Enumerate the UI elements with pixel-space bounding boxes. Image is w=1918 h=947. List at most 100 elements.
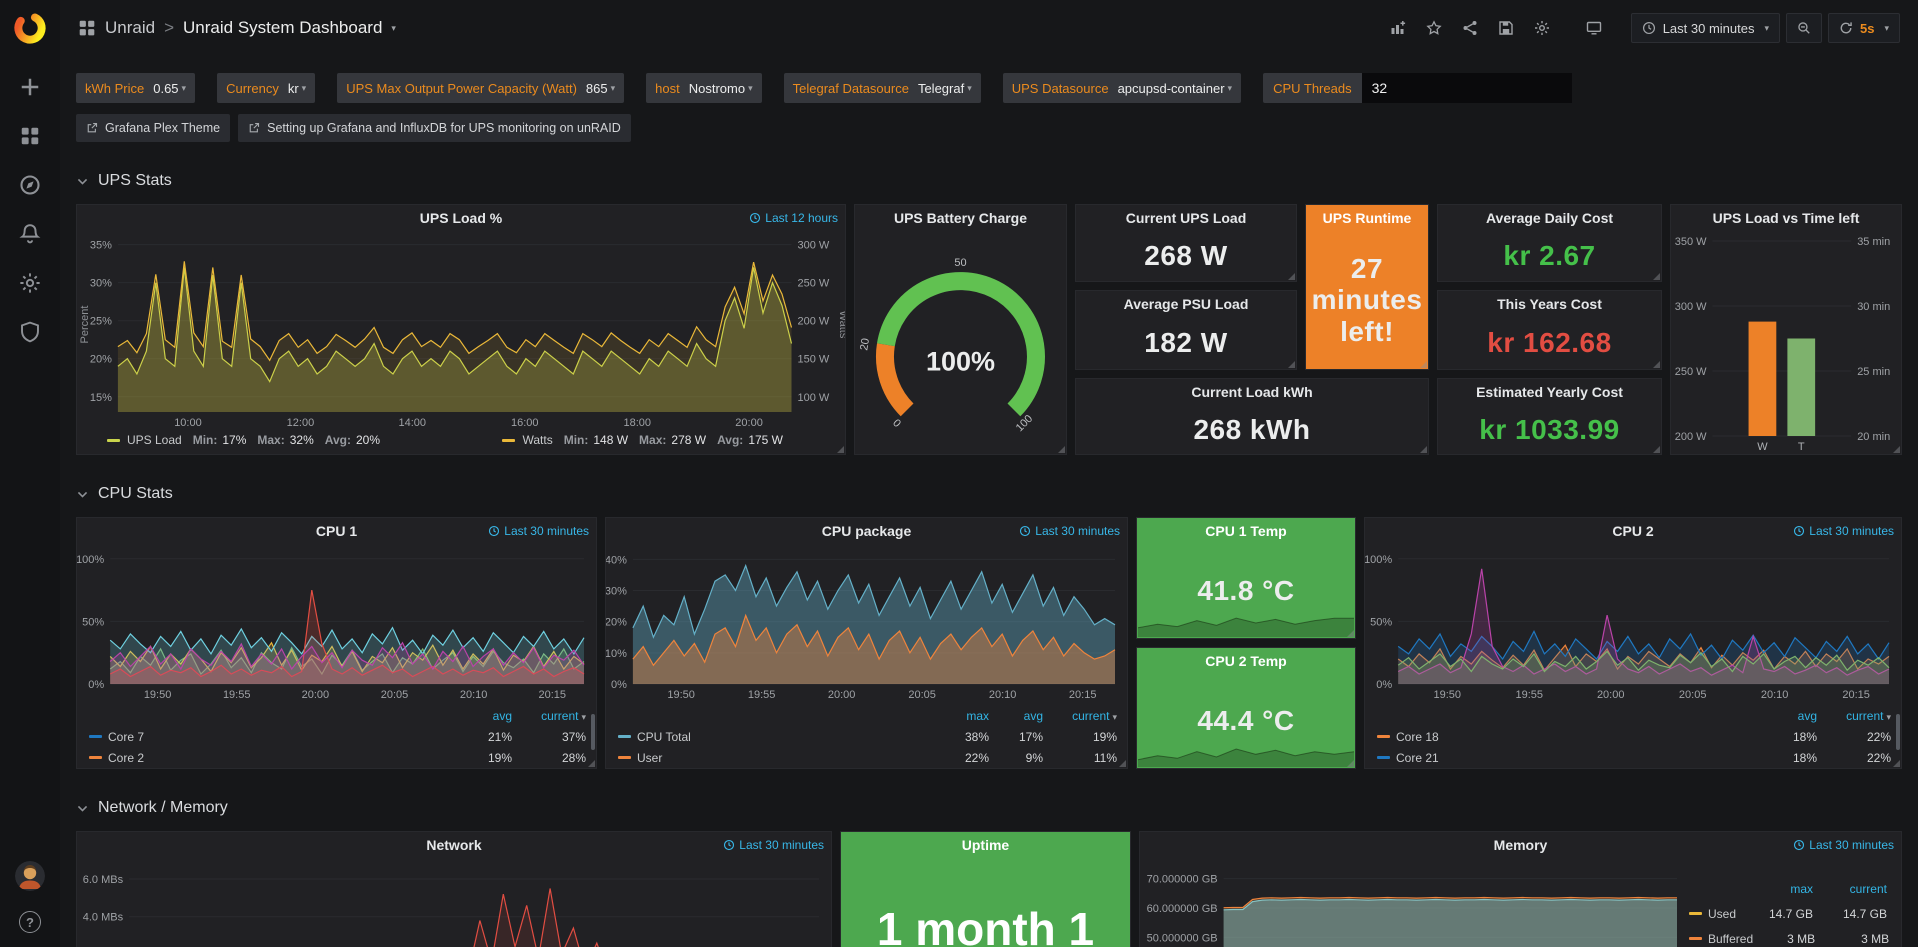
svg-text:20:15: 20:15 — [538, 689, 566, 701]
legend-item[interactable]: Core 18 — [1377, 730, 1755, 744]
panel-time-override[interactable]: Last 30 minutes — [1793, 838, 1894, 852]
breadcrumb-folder[interactable]: Unraid — [105, 18, 156, 37]
variable-ups-datasource[interactable]: UPS Datasource apcupsd-container ▾ — [1002, 73, 1242, 103]
variable-host[interactable]: host Nostromo ▾ — [646, 73, 762, 103]
panel-time-override[interactable]: Last 30 minutes — [1793, 524, 1894, 538]
panel-title[interactable]: Average Daily Cost — [1485, 210, 1614, 226]
time-range-picker[interactable]: Last 30 minutes ▾ — [1630, 13, 1780, 43]
panel-time-override[interactable]: Last 12 hours — [749, 211, 838, 225]
legend-item[interactable]: Used — [1689, 907, 1751, 921]
panel-title[interactable]: UPS Load % — [419, 210, 503, 226]
row-header-network-memory[interactable]: Network / Memory — [76, 795, 1902, 821]
panel-title[interactable]: UPS Runtime — [1322, 210, 1412, 226]
cpu-threads-input[interactable] — [1361, 73, 1572, 103]
panel-title[interactable]: CPU 1 — [315, 523, 358, 539]
legend-item-ups-load[interactable]: UPS Load Min: 17% Max: 32% Avg: 20% — [107, 433, 386, 447]
link-ups-monitoring-guide[interactable]: Setting up Grafana and InfluxDB for UPS … — [238, 114, 631, 142]
legend-sort-avg[interactable]: avg — [492, 708, 512, 723]
star-icon[interactable] — [1419, 14, 1449, 42]
legend-scrollbar[interactable] — [591, 714, 595, 750]
panel-title[interactable]: This Years Cost — [1497, 296, 1602, 312]
legend-item[interactable]: Buffered — [1689, 932, 1753, 946]
explore-compass-icon[interactable] — [19, 174, 41, 196]
svg-text:50%: 50% — [1370, 616, 1392, 628]
panel-title[interactable]: Uptime — [961, 837, 1010, 853]
panel-title[interactable]: Average PSU Load — [1123, 296, 1249, 312]
ups-load-legend: UPS Load Min: 17% Max: 32% Avg: 20% Watts M… — [77, 430, 845, 454]
save-icon[interactable] — [1491, 14, 1521, 42]
add-panel-icon[interactable] — [1383, 14, 1413, 42]
share-icon[interactable] — [1455, 14, 1485, 42]
ups-load-vs-time-chart[interactable]: 200 W 250 W 300 W 350 W 20 min 25 min 30 min 35… — [1671, 231, 1901, 454]
panel-title[interactable]: Current UPS Load — [1125, 210, 1247, 226]
legend-sort-avg[interactable]: avg — [1023, 708, 1043, 723]
zoom-out-button[interactable] — [1786, 13, 1822, 43]
legend-item-watts[interactable]: Watts Min: 148 W Max: 278 W Avg: 175 W — [502, 433, 789, 447]
variable-ups-max-power[interactable]: UPS Max Output Power Capacity (Watt) 865 ▾ — [337, 73, 625, 103]
legend-sort-max[interactable]: max — [966, 708, 989, 723]
legend-item[interactable]: CPU Total — [618, 730, 935, 744]
panel-title[interactable]: CPU package — [821, 523, 912, 539]
ups-load-chart[interactable]: 15% 20% 25% 30% 35% 100 W 150 W 200 W 250 W 300 W… — [77, 231, 845, 430]
legend-sort-avg[interactable]: avg — [1797, 708, 1817, 723]
panel-time-override[interactable]: Last 30 minutes — [488, 524, 589, 538]
panel-title[interactable]: Network — [426, 837, 482, 853]
panel-title[interactable]: Estimated Yearly Cost — [1476, 384, 1623, 400]
panel-title[interactable]: CPU 1 Temp — [1205, 523, 1287, 539]
alerting-bell-icon[interactable] — [19, 223, 41, 245]
cpu-package-chart[interactable]: 0% 10% 20% 30% 40% 19:50 19:55 20:00 20:05 20:10 2… — [606, 544, 1127, 702]
variable-currency[interactable]: Currency kr ▾ — [217, 73, 316, 103]
clock-icon — [750, 212, 761, 224]
legend-sort-current[interactable]: current ▾ — [541, 708, 586, 723]
settings-gear-icon[interactable] — [1527, 14, 1557, 42]
legend-item[interactable]: Core 7 — [89, 730, 450, 744]
legend-item[interactable]: Core 21 — [1377, 751, 1755, 765]
variable-telegraf-datasource[interactable]: Telegraf Datasource Telegraf ▾ — [783, 73, 981, 103]
panel-title[interactable]: UPS Battery Charge — [893, 210, 1028, 226]
battery-gauge[interactable]: 0 20 50 100 100% — [855, 231, 1066, 454]
svg-text:30%: 30% — [606, 586, 627, 598]
svg-text:100 W: 100 W — [798, 392, 830, 404]
caret-down-icon: ▾ — [581, 711, 586, 722]
panel-time-override[interactable]: Last 30 minutes — [723, 838, 824, 852]
row-header-cpu-stats[interactable]: CPU Stats — [76, 481, 1902, 507]
legend-sort-max[interactable]: max — [1790, 881, 1813, 896]
chevron-down-icon — [77, 491, 88, 498]
dashboards-grid-icon[interactable] — [19, 125, 41, 147]
user-avatar[interactable] — [15, 861, 45, 891]
panel-title[interactable]: CPU 2 — [1612, 523, 1654, 539]
stat-value: 41.8 °C — [1197, 575, 1295, 606]
cpu2-chart[interactable]: 0% 50% 100% 19:50 19:55 20:00 20:05 20:10 20:15 — [1365, 544, 1901, 702]
help-icon[interactable]: ? — [19, 911, 41, 933]
panel-title[interactable]: UPS Load vs Time left — [1712, 210, 1860, 226]
dashboard-picker-icon[interactable] — [78, 19, 96, 37]
legend-sort-current[interactable]: current ▾ — [1846, 708, 1891, 723]
refresh-button[interactable]: 5s ▾ — [1828, 13, 1900, 43]
legend-item[interactable]: Core 2 — [89, 751, 450, 765]
legend-scrollbar[interactable] — [1896, 714, 1900, 750]
panel-memory: Memory Last 30 minutes 50.000000 GB 60.00… — [1139, 831, 1902, 947]
help-glyph: ? — [26, 914, 34, 930]
dashboard-title[interactable]: Unraid System Dashboard ▾ — [183, 18, 396, 38]
create-plus-icon[interactable] — [19, 76, 41, 98]
tv-kiosk-icon[interactable] — [1579, 14, 1609, 42]
panel-title[interactable]: Current Load kWh — [1191, 384, 1313, 400]
panel-title[interactable]: Memory — [1493, 837, 1548, 853]
svg-text:20:00: 20:00 — [828, 689, 856, 701]
svg-text:20%: 20% — [90, 354, 112, 366]
memory-chart[interactable]: 50.000000 GB 60.000000 GB 70.000000 GB — [1140, 858, 1689, 947]
legend-sort-current[interactable]: current — [1849, 881, 1887, 896]
grafana-logo-icon[interactable] — [12, 10, 48, 46]
legend-item[interactable]: User — [618, 751, 935, 765]
row-header-ups-stats[interactable]: UPS Stats — [76, 168, 1902, 194]
panel-title[interactable]: CPU 2 Temp — [1205, 653, 1287, 669]
legend-sort-current[interactable]: current ▾ — [1072, 708, 1117, 723]
link-grafana-plex-theme[interactable]: Grafana Plex Theme — [76, 114, 231, 142]
configuration-gear-icon[interactable] — [19, 272, 41, 294]
panel-time-override[interactable]: Last 30 minutes — [1019, 524, 1120, 538]
cpu1-chart[interactable]: 0% 50% 100% 19:50 19:55 20:00 20:05 20:10 20:15 — [77, 544, 596, 702]
variable-kwh-price[interactable]: kWh Price 0.65 ▾ — [76, 73, 196, 103]
admin-shield-icon[interactable] — [19, 321, 41, 343]
